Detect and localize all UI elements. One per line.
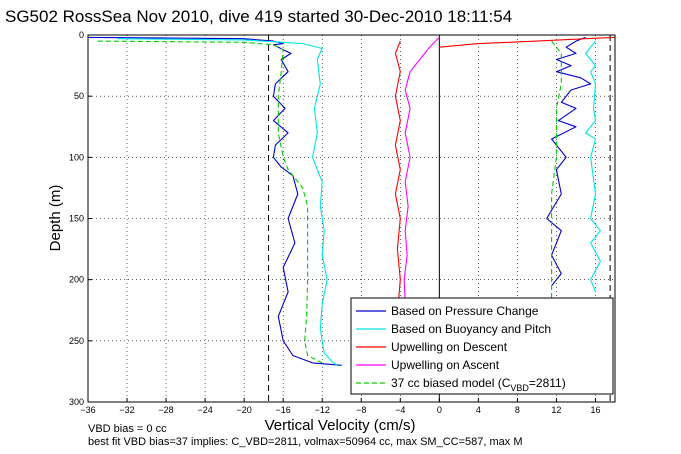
legend-label: Based on Pressure Change <box>391 304 539 318</box>
series-line <box>585 40 601 293</box>
x-tick-label: 4 <box>476 405 481 415</box>
x-axis-label: Vertical Velocity (cm/s) <box>265 417 416 434</box>
legend-label: Upwelling on Descent <box>391 340 508 354</box>
legend-box <box>350 297 614 395</box>
series-line <box>394 40 401 305</box>
legend-label: Based on Buoyancy and Pitch <box>391 322 551 336</box>
legend-label: Upwelling on Ascent <box>391 358 500 372</box>
x-tick-label: 8 <box>515 405 520 415</box>
series-line <box>439 36 616 48</box>
y-tick-label: 300 <box>69 397 84 407</box>
footer-best-fit: best fit VBD bias=37 implies: C_VBD=2811… <box>88 436 523 448</box>
x-tick-label: −36 <box>80 405 95 415</box>
x-tick-label: −4 <box>395 405 405 415</box>
y-tick-label: 200 <box>69 275 84 285</box>
y-tick-label: 150 <box>69 214 84 224</box>
x-axis-ticks: −36 −32 −28 −24 −20 −16 −12 −8 −4 0 4 8 12 16 <box>80 398 600 415</box>
y-tick-label: 50 <box>74 91 84 101</box>
y-tick-label: 0 <box>79 30 84 40</box>
x-tick-label: −28 <box>158 405 173 415</box>
chart-title: SG502 RossSea Nov 2010, dive 419 started… <box>5 7 512 26</box>
series-lines <box>87 36 616 366</box>
x-tick-label: −16 <box>276 405 291 415</box>
x-tick-label: 12 <box>551 405 561 415</box>
footer-vbd-bias: VBD bias = 0 cc <box>88 423 167 435</box>
y-tick-label: 100 <box>69 152 84 162</box>
x-tick-label: 16 <box>590 405 600 415</box>
series-line <box>87 36 342 366</box>
series-line <box>551 40 562 298</box>
x-tick-label: −12 <box>315 405 330 415</box>
series-line <box>97 40 323 364</box>
x-tick-label: −20 <box>237 405 252 415</box>
x-tick-label: −32 <box>119 405 134 415</box>
y-tick-label: 250 <box>69 336 84 346</box>
legend: Based on Pressure Change Based on Buoyanc… <box>350 297 614 395</box>
x-tick-label: −24 <box>197 405 212 415</box>
x-tick-label: −8 <box>356 405 366 415</box>
y-axis-label: Depth (m) <box>47 185 64 252</box>
x-tick-label: 0 <box>437 405 442 415</box>
series-line <box>403 37 440 305</box>
series-line <box>117 38 338 366</box>
y-axis-ticks: 0 50 100 150 200 250 300 <box>69 30 92 407</box>
